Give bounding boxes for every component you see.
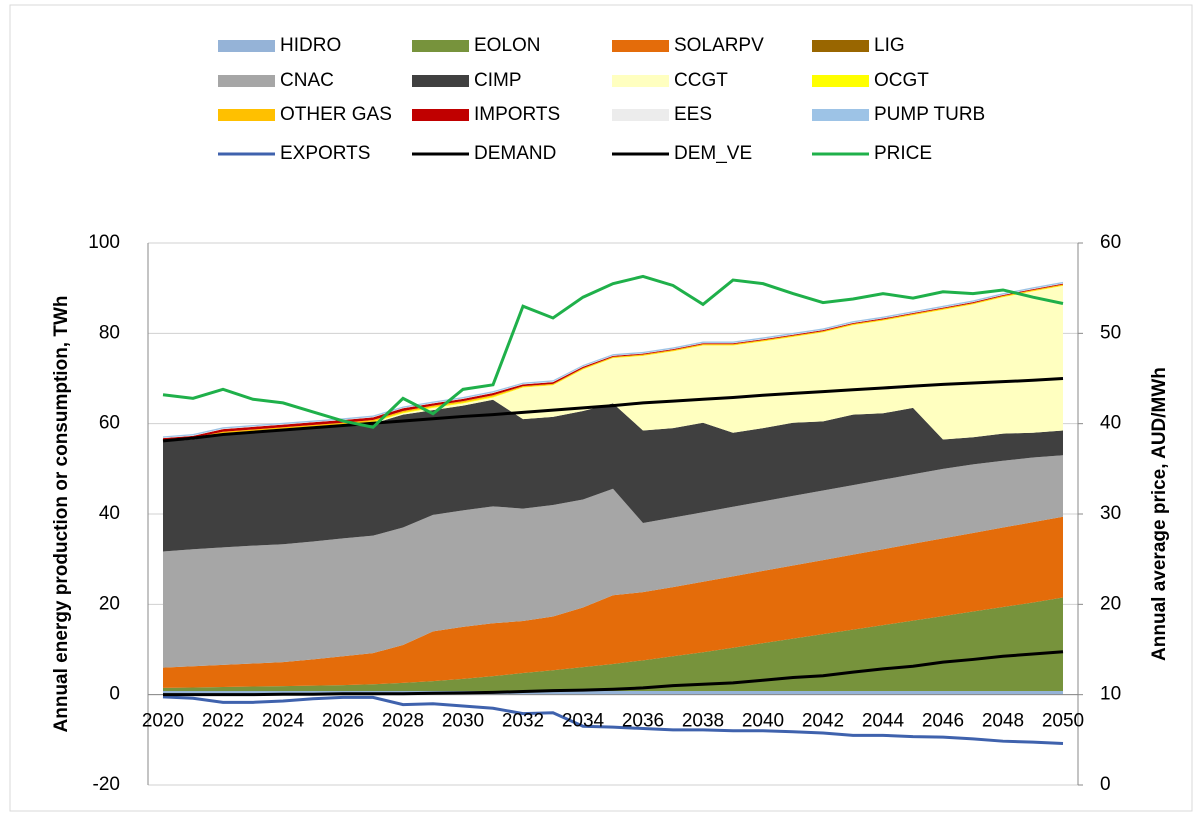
x-tick-label: 2040 bbox=[742, 711, 784, 732]
x-tick-label: 2048 bbox=[982, 711, 1024, 732]
y-tick-label: 0 bbox=[109, 684, 120, 705]
x-tick-label: 2036 bbox=[622, 711, 664, 732]
x-tick-label: 2038 bbox=[682, 711, 724, 732]
legend-label: CCGT bbox=[674, 70, 728, 91]
x-tick-label: 2034 bbox=[562, 711, 605, 732]
legend-label: EXPORTS bbox=[280, 143, 370, 164]
x-tick-label: 2032 bbox=[502, 711, 544, 732]
legend-label: IMPORTS bbox=[474, 104, 560, 125]
legend-swatch bbox=[218, 75, 275, 87]
y-tick-label: 80 bbox=[99, 322, 120, 343]
line-13 bbox=[162, 377, 1064, 443]
line-14 bbox=[163, 650, 1064, 697]
area-1 bbox=[163, 597, 1063, 692]
x-tick-label: 2020 bbox=[142, 711, 184, 732]
legend-swatch bbox=[412, 109, 469, 121]
legend-label: CIMP bbox=[474, 70, 522, 91]
y2-tick-label: 50 bbox=[1100, 322, 1121, 343]
legend-swatch bbox=[812, 109, 869, 121]
y2-tick-label: 20 bbox=[1100, 593, 1121, 614]
legend-label: DEM_VE bbox=[674, 143, 752, 164]
y-axis-title: Annual energy production or consumption,… bbox=[51, 296, 72, 733]
x-tick-label: 2024 bbox=[262, 711, 305, 732]
legend-label: SOLARPV bbox=[674, 35, 764, 56]
legend-label: DEMAND bbox=[474, 143, 556, 164]
line-12 bbox=[162, 695, 1064, 745]
legend-swatch bbox=[812, 40, 869, 52]
y2-tick-label: 40 bbox=[1100, 413, 1121, 434]
x-tick-label: 2022 bbox=[202, 711, 244, 732]
legend-swatch bbox=[412, 40, 469, 52]
legend-label: PRICE bbox=[874, 143, 932, 164]
y2-tick-label: 60 bbox=[1100, 232, 1121, 253]
area-6 bbox=[163, 285, 1063, 442]
x-tick-label: 2026 bbox=[322, 711, 364, 732]
legend-swatch bbox=[218, 40, 275, 52]
legend-label: EOLON bbox=[474, 35, 541, 56]
legend-label: OCGT bbox=[874, 70, 929, 91]
legend-label: EES bbox=[674, 104, 712, 125]
legend-swatch bbox=[612, 75, 669, 87]
x-tick-label: 2042 bbox=[802, 711, 844, 732]
y2-axis-title: Annual average price, AUD/MWh bbox=[1149, 367, 1170, 661]
x-tick-label: 2030 bbox=[442, 711, 484, 732]
legend-swatch bbox=[612, 109, 669, 121]
line-15 bbox=[162, 274, 1064, 429]
legend-swatch bbox=[412, 75, 469, 87]
y2-tick-label: 0 bbox=[1100, 774, 1111, 795]
y2-tick-label: 30 bbox=[1100, 503, 1121, 524]
y-tick-label: 100 bbox=[88, 232, 120, 253]
legend-label: HIDRO bbox=[280, 35, 341, 56]
x-tick-label: 2050 bbox=[1042, 711, 1084, 732]
legend-label: CNAC bbox=[280, 70, 334, 91]
chart-border bbox=[9, 4, 1193, 812]
legend-label: OTHER GAS bbox=[280, 104, 392, 125]
y-tick-label: 40 bbox=[99, 503, 120, 524]
area-2 bbox=[163, 516, 1063, 688]
x-tick-label: 2028 bbox=[382, 711, 424, 732]
x-tick-label: 2046 bbox=[922, 711, 964, 732]
y-tick-label: 60 bbox=[99, 413, 120, 434]
y-tick-label: -20 bbox=[93, 774, 120, 795]
area-4 bbox=[163, 455, 1063, 668]
x-tick-label: 2044 bbox=[862, 711, 905, 732]
legend-label: LIG bbox=[874, 35, 905, 56]
y-tick-label: 20 bbox=[99, 593, 120, 614]
legend-swatch bbox=[812, 75, 869, 87]
area-5 bbox=[163, 399, 1063, 552]
legend-label: PUMP TURB bbox=[874, 104, 985, 125]
legend-swatch bbox=[612, 40, 669, 52]
legend-swatch bbox=[218, 109, 275, 121]
y2-tick-label: 10 bbox=[1100, 684, 1121, 705]
